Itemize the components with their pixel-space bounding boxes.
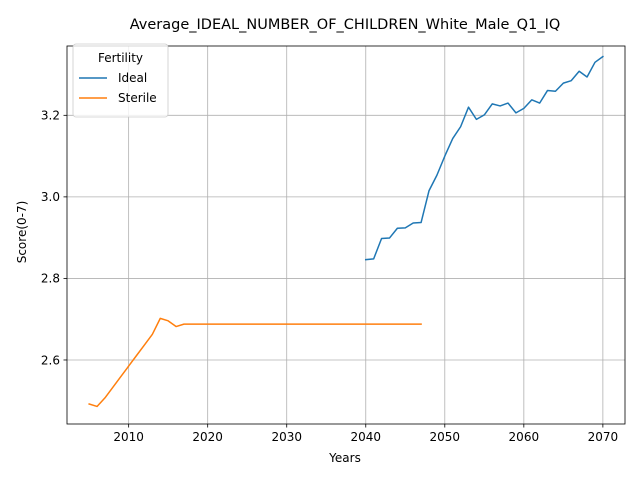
series-line-ideal [364, 55, 604, 261]
y-axis-ticks: 2.6 2.8 3.0 3.2 [41, 109, 67, 367]
x-tick-label: 2030 [271, 430, 302, 444]
legend-label-sterile: Sterile [118, 91, 157, 105]
x-tick-label: 2020 [192, 430, 223, 444]
x-axis-ticks: 2010 2020 2030 2040 2050 2060 2070 [113, 424, 618, 444]
plot-frame [66, 45, 626, 425]
legend-label-ideal: Ideal [118, 71, 147, 85]
y-axis-label: Score(0-7) [15, 201, 29, 264]
y-tick-label: 2.6 [41, 353, 60, 367]
x-axis-label: Years [328, 451, 361, 465]
x-tick-label: 2050 [430, 430, 461, 444]
x-tick-label: 2040 [350, 430, 381, 444]
y-tick-label: 2.8 [41, 272, 60, 286]
y-tick-label: 3.2 [41, 109, 60, 123]
x-tick-label: 2060 [509, 430, 540, 444]
series-lines [88, 55, 604, 408]
x-tick-label: 2070 [588, 430, 619, 444]
grid [67, 46, 625, 424]
x-tick-label: 2010 [113, 430, 144, 444]
chart-title: Average_IDEAL_NUMBER_OF_CHILDREN_White_M… [130, 17, 561, 33]
legend-title: Fertility [98, 51, 143, 65]
legend: Fertility Ideal Sterile [72, 43, 169, 118]
series-line-sterile [88, 317, 422, 408]
y-tick-label: 3.0 [41, 190, 60, 204]
